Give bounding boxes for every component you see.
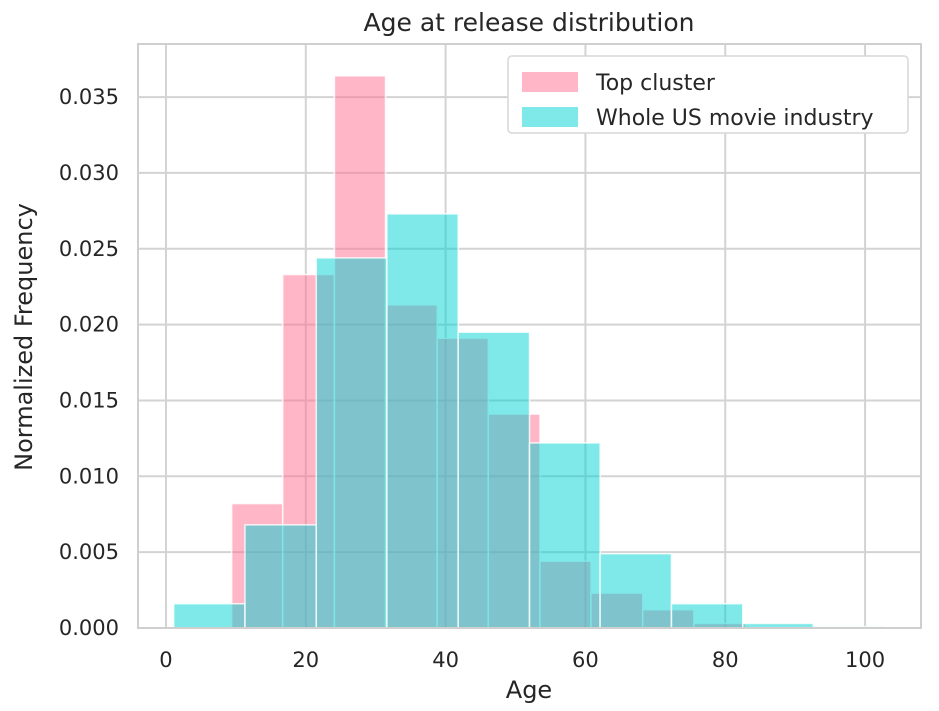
y-tick-label: 0.005 [59,540,119,564]
plot-border [137,43,922,629]
whole-us-bar [315,257,388,629]
y-axis-label: Normalized Frequency [10,203,38,471]
legend-swatch-top-cluster [522,72,578,92]
legend-label-whole-us: Whole US movie industry [596,106,874,131]
whole-us-bar [386,213,459,629]
y-tick-label: 0.035 [59,85,119,109]
legend: Top cluster Whole US movie industry [507,55,909,134]
legend-swatch-whole-us [522,107,578,127]
whole-us-bar [599,552,673,629]
whole-us-bar [670,602,744,629]
y-tick-label: 0.010 [59,464,119,488]
legend-label-top-cluster: Top cluster [595,71,716,96]
whole-us-bar [172,602,246,629]
x-tick-label: 80 [712,648,739,672]
y-tick-label: 0.025 [59,237,119,261]
y-tick-label: 0.015 [59,388,119,412]
y-tick-label: 0.020 [59,313,119,337]
x-tick-label: 100 [845,648,885,672]
y-tick-label: 0.000 [59,616,119,640]
whole-us-bar [457,331,531,629]
x-tick-label: 40 [432,648,459,672]
y-tick-label: 0.030 [59,161,119,185]
legend-box [507,55,909,134]
plot-area: 0 20 40 60 80 100 0.000 0.005 0.010 0.015 0.020 0.0… [59,43,922,672]
whole-us-bar [244,524,318,629]
chart-title: Age at release distribution [364,8,695,37]
whole-us-bar [528,442,601,629]
x-axis-label: Age [506,676,552,704]
x-tick-label: 0 [159,648,172,672]
x-tick-label: 20 [292,648,319,672]
x-tick-label: 60 [572,648,599,672]
